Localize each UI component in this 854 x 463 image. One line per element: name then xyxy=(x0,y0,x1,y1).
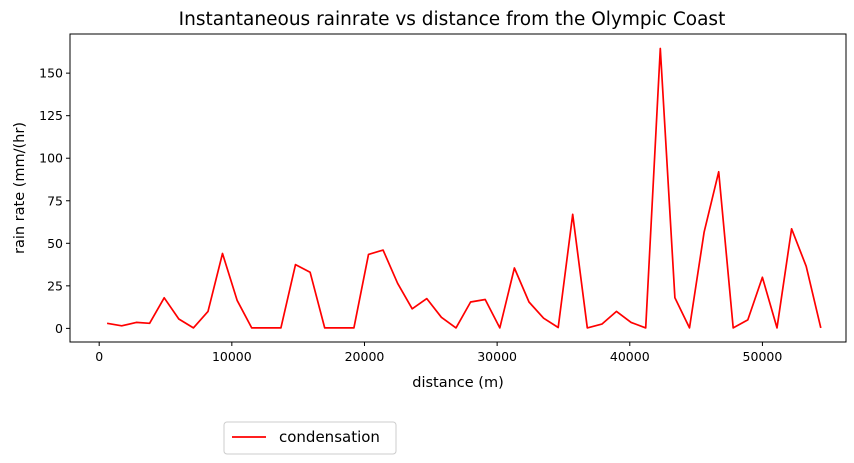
y-axis-label: rain rate (mm/(hr) xyxy=(12,122,28,254)
legend: condensation xyxy=(223,421,397,455)
chart-title: Instantaneous rainrate vs distance from … xyxy=(179,9,726,30)
series-line-condensation xyxy=(106,47,822,329)
x-axis-label: distance (m) xyxy=(412,375,504,391)
plot-area xyxy=(69,33,847,343)
x-tick-label: 30000 xyxy=(477,349,517,364)
y-tick-label: 125 xyxy=(39,108,63,123)
legend-entry-condensation: condensation xyxy=(279,428,380,446)
legend-frame xyxy=(223,421,397,455)
x-axis: 0 10000 20000 30000 40000 50000 xyxy=(95,342,782,364)
y-tick-label: 100 xyxy=(39,151,63,166)
series-layer xyxy=(106,47,822,329)
y-axis: 0 25 50 75 100 125 150 xyxy=(39,66,70,336)
x-tick-label: 40000 xyxy=(610,349,650,364)
y-tick-label: 25 xyxy=(47,278,63,293)
x-tick-label: 10000 xyxy=(212,349,252,364)
x-tick-label: 20000 xyxy=(345,349,385,364)
x-tick-label: 50000 xyxy=(743,349,783,364)
y-tick-label: 50 xyxy=(47,236,63,251)
y-tick-label: 75 xyxy=(47,193,63,208)
y-tick-label: 150 xyxy=(39,66,63,81)
plot-frame xyxy=(69,33,847,343)
y-tick-label: 0 xyxy=(55,321,63,336)
x-tick-label: 0 xyxy=(95,349,103,364)
